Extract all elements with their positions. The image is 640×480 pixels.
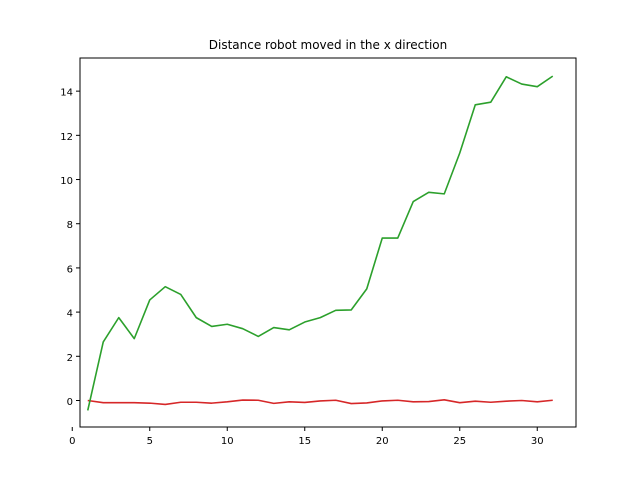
x-tick-label: 20: [376, 436, 389, 447]
y-tick-label: 4: [67, 309, 73, 320]
x-tick-label: 15: [298, 436, 311, 447]
chart-title: Distance robot moved in the x direction: [209, 38, 448, 52]
y-axis: 0 2 4 6 8 10 12 14: [60, 88, 80, 408]
y-tick-label: 2: [67, 353, 73, 364]
y-tick-label: 6: [67, 264, 73, 275]
y-tick-label: 12: [60, 132, 73, 143]
axes-frame: [79, 57, 577, 428]
series-line-1: [87, 399, 553, 406]
x-axis: 0 5 10 15 20 25 30: [69, 427, 544, 447]
y-tick-label: 14: [60, 88, 73, 99]
series-line-2: [86, 75, 554, 411]
x-tick-label: 30: [531, 436, 544, 447]
x-tick-label: 0: [69, 436, 75, 447]
x-tick-label: 10: [221, 436, 234, 447]
x-tick-label: 25: [453, 436, 466, 447]
x-tick-label: 5: [147, 436, 153, 447]
plot-area: [86, 75, 554, 411]
y-tick-label: 0: [67, 397, 73, 408]
y-tick-label: 10: [60, 176, 73, 187]
y-tick-label: 8: [67, 220, 73, 231]
